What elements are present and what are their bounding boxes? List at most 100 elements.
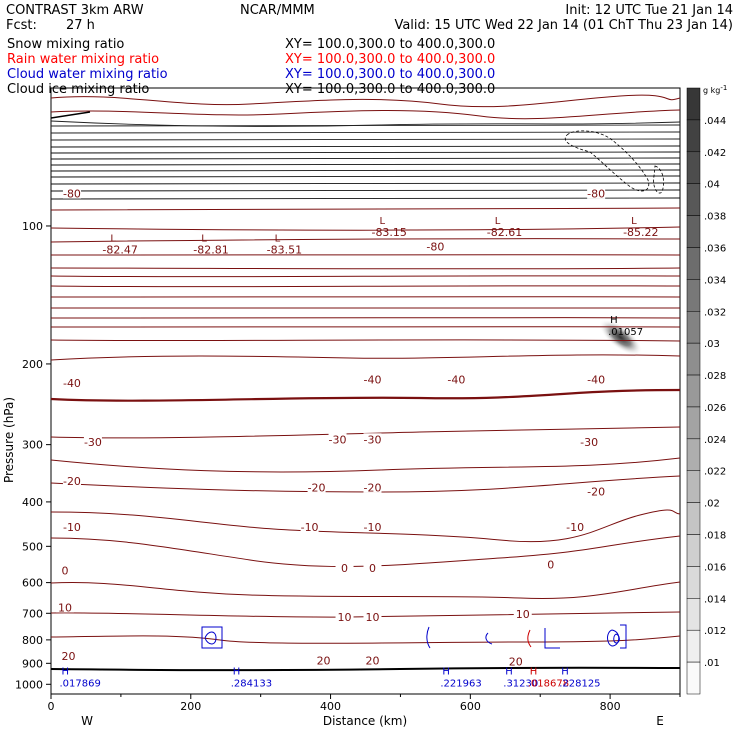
isotherm-label: -10 bbox=[566, 521, 584, 534]
isotherm-line bbox=[51, 285, 680, 288]
high-marker: H bbox=[610, 315, 618, 326]
colorbar-swatch bbox=[686, 215, 701, 248]
y-tick-label: 200 bbox=[22, 358, 43, 371]
legend-field-name: Cloud water mixing ratio bbox=[7, 67, 168, 82]
isotherm-label: -40 bbox=[447, 373, 465, 386]
isotherm-label: -20 bbox=[364, 481, 382, 494]
isotherm-label: -10 bbox=[301, 521, 319, 534]
low-value: -83.51 bbox=[267, 243, 302, 256]
cloud-ice-outline bbox=[653, 165, 664, 194]
label-backdrop bbox=[62, 187, 81, 199]
label-backdrop bbox=[62, 376, 81, 388]
label-backdrop bbox=[587, 187, 606, 199]
low-marker: L bbox=[495, 216, 501, 227]
colorbar-swatch bbox=[686, 151, 701, 184]
label-backdrop bbox=[587, 485, 606, 497]
colorbar-unit: g kg-1 bbox=[703, 84, 727, 95]
isotherm-label: 0 bbox=[341, 562, 348, 575]
isotherm-label: -80 bbox=[426, 241, 444, 254]
high-value: .01057 bbox=[608, 327, 643, 338]
isotherm-line bbox=[51, 157, 680, 160]
low-value: -82.81 bbox=[193, 243, 228, 256]
colorbar-swatch bbox=[686, 279, 701, 312]
low-marker: L bbox=[379, 216, 385, 227]
isotherm-label: -80 bbox=[63, 188, 81, 201]
high-value: .018678 bbox=[528, 679, 569, 690]
label-backdrop bbox=[328, 433, 347, 445]
isotherm-line bbox=[51, 509, 680, 543]
high-value: .284133 bbox=[231, 679, 272, 690]
fcst-value: 27 h bbox=[66, 18, 95, 33]
isotherm-label: 0 bbox=[61, 565, 68, 578]
x-tick-label: 800 bbox=[600, 700, 621, 713]
label-backdrop bbox=[363, 373, 382, 385]
colorbar-swatch bbox=[686, 661, 701, 695]
y-tick-label: 600 bbox=[22, 577, 43, 590]
isotherm-label: -20 bbox=[587, 486, 605, 499]
isotherm-line bbox=[51, 151, 680, 154]
high-marker: H bbox=[561, 667, 569, 678]
high-marker: H bbox=[442, 667, 450, 678]
legend-field-xy: XY= 100.0,300.0 to 400.0,300.0 bbox=[285, 67, 495, 82]
cloud-water-contour bbox=[426, 626, 431, 649]
label-backdrop bbox=[335, 611, 354, 623]
isotherm-label: 10 bbox=[516, 608, 530, 621]
colorbar-swatch bbox=[686, 470, 701, 503]
isotherm-label: -40 bbox=[63, 377, 81, 390]
colorbar-label: .044 bbox=[704, 116, 726, 127]
low-marker: L bbox=[110, 233, 116, 244]
colorbar-label: .014 bbox=[704, 594, 726, 605]
x-tick-label: 600 bbox=[460, 700, 481, 713]
x-tick-label: 200 bbox=[180, 700, 201, 713]
isotherm-line bbox=[51, 535, 680, 567]
label-backdrop bbox=[363, 654, 382, 666]
cloud-water-contour bbox=[544, 628, 560, 649]
label-backdrop bbox=[300, 521, 319, 533]
label-backdrop bbox=[447, 373, 466, 385]
label-backdrop bbox=[314, 654, 333, 666]
isotherm-line bbox=[51, 145, 680, 148]
cloud-water-contour bbox=[204, 631, 217, 645]
isotherm-line bbox=[51, 169, 680, 172]
colorbar-swatch bbox=[686, 534, 701, 567]
rain-contour bbox=[527, 629, 532, 648]
x-tick-label: 0 bbox=[48, 700, 55, 713]
plot-frame bbox=[50, 87, 681, 695]
cloud-water-contour bbox=[485, 632, 493, 645]
isotherm-line bbox=[51, 197, 680, 200]
y-tick-label: 1000 bbox=[15, 678, 43, 691]
isotherm-label: 0 bbox=[369, 562, 376, 575]
plot-inner: -80 -80 -80 -40 -40 -40 -40 -30 -30 -30 -30 -20 -20 -… bbox=[51, 94, 680, 690]
init-time: Init: 12 UTC Tue 21 Jan 14 bbox=[565, 3, 733, 18]
isotherm-line bbox=[51, 296, 680, 298]
cloud-water-contour bbox=[201, 626, 223, 649]
isotherm-line bbox=[51, 94, 680, 108]
cloud-water-contour bbox=[613, 633, 620, 644]
low-marker: L bbox=[631, 216, 637, 227]
colorbar-swatch bbox=[686, 566, 701, 599]
high-marker: H bbox=[505, 667, 513, 678]
colorbar-label: .02 bbox=[704, 499, 720, 510]
y-tick-label: 400 bbox=[22, 496, 43, 509]
label-backdrop bbox=[83, 435, 102, 447]
y-tick-label: 700 bbox=[22, 607, 43, 620]
isotherm-line bbox=[51, 388, 680, 402]
isotherm-line bbox=[51, 426, 680, 439]
colorbar-swatch bbox=[686, 311, 701, 344]
colorbar-label: .03 bbox=[704, 339, 720, 350]
isotherm-line bbox=[51, 326, 680, 328]
isotherm-line bbox=[51, 226, 680, 231]
isotherm-line bbox=[51, 267, 680, 270]
isotherm-line bbox=[51, 182, 680, 185]
colorbar-label: .022 bbox=[704, 467, 726, 478]
legend-field-xy: XY= 100.0,300.0 to 400.0,300.0 bbox=[285, 37, 495, 52]
high-value: .017869 bbox=[59, 678, 100, 689]
label-backdrop bbox=[363, 611, 382, 623]
colorbar-swatch bbox=[686, 629, 701, 663]
y-axis-label: Pressure (hPa) bbox=[2, 397, 16, 483]
model-title: CONTRAST 3km ARW bbox=[6, 3, 144, 18]
cloud-water-contour bbox=[620, 624, 627, 649]
west-label: W bbox=[81, 714, 93, 728]
isotherm-label: 20 bbox=[61, 650, 75, 663]
label-backdrop bbox=[506, 655, 525, 667]
